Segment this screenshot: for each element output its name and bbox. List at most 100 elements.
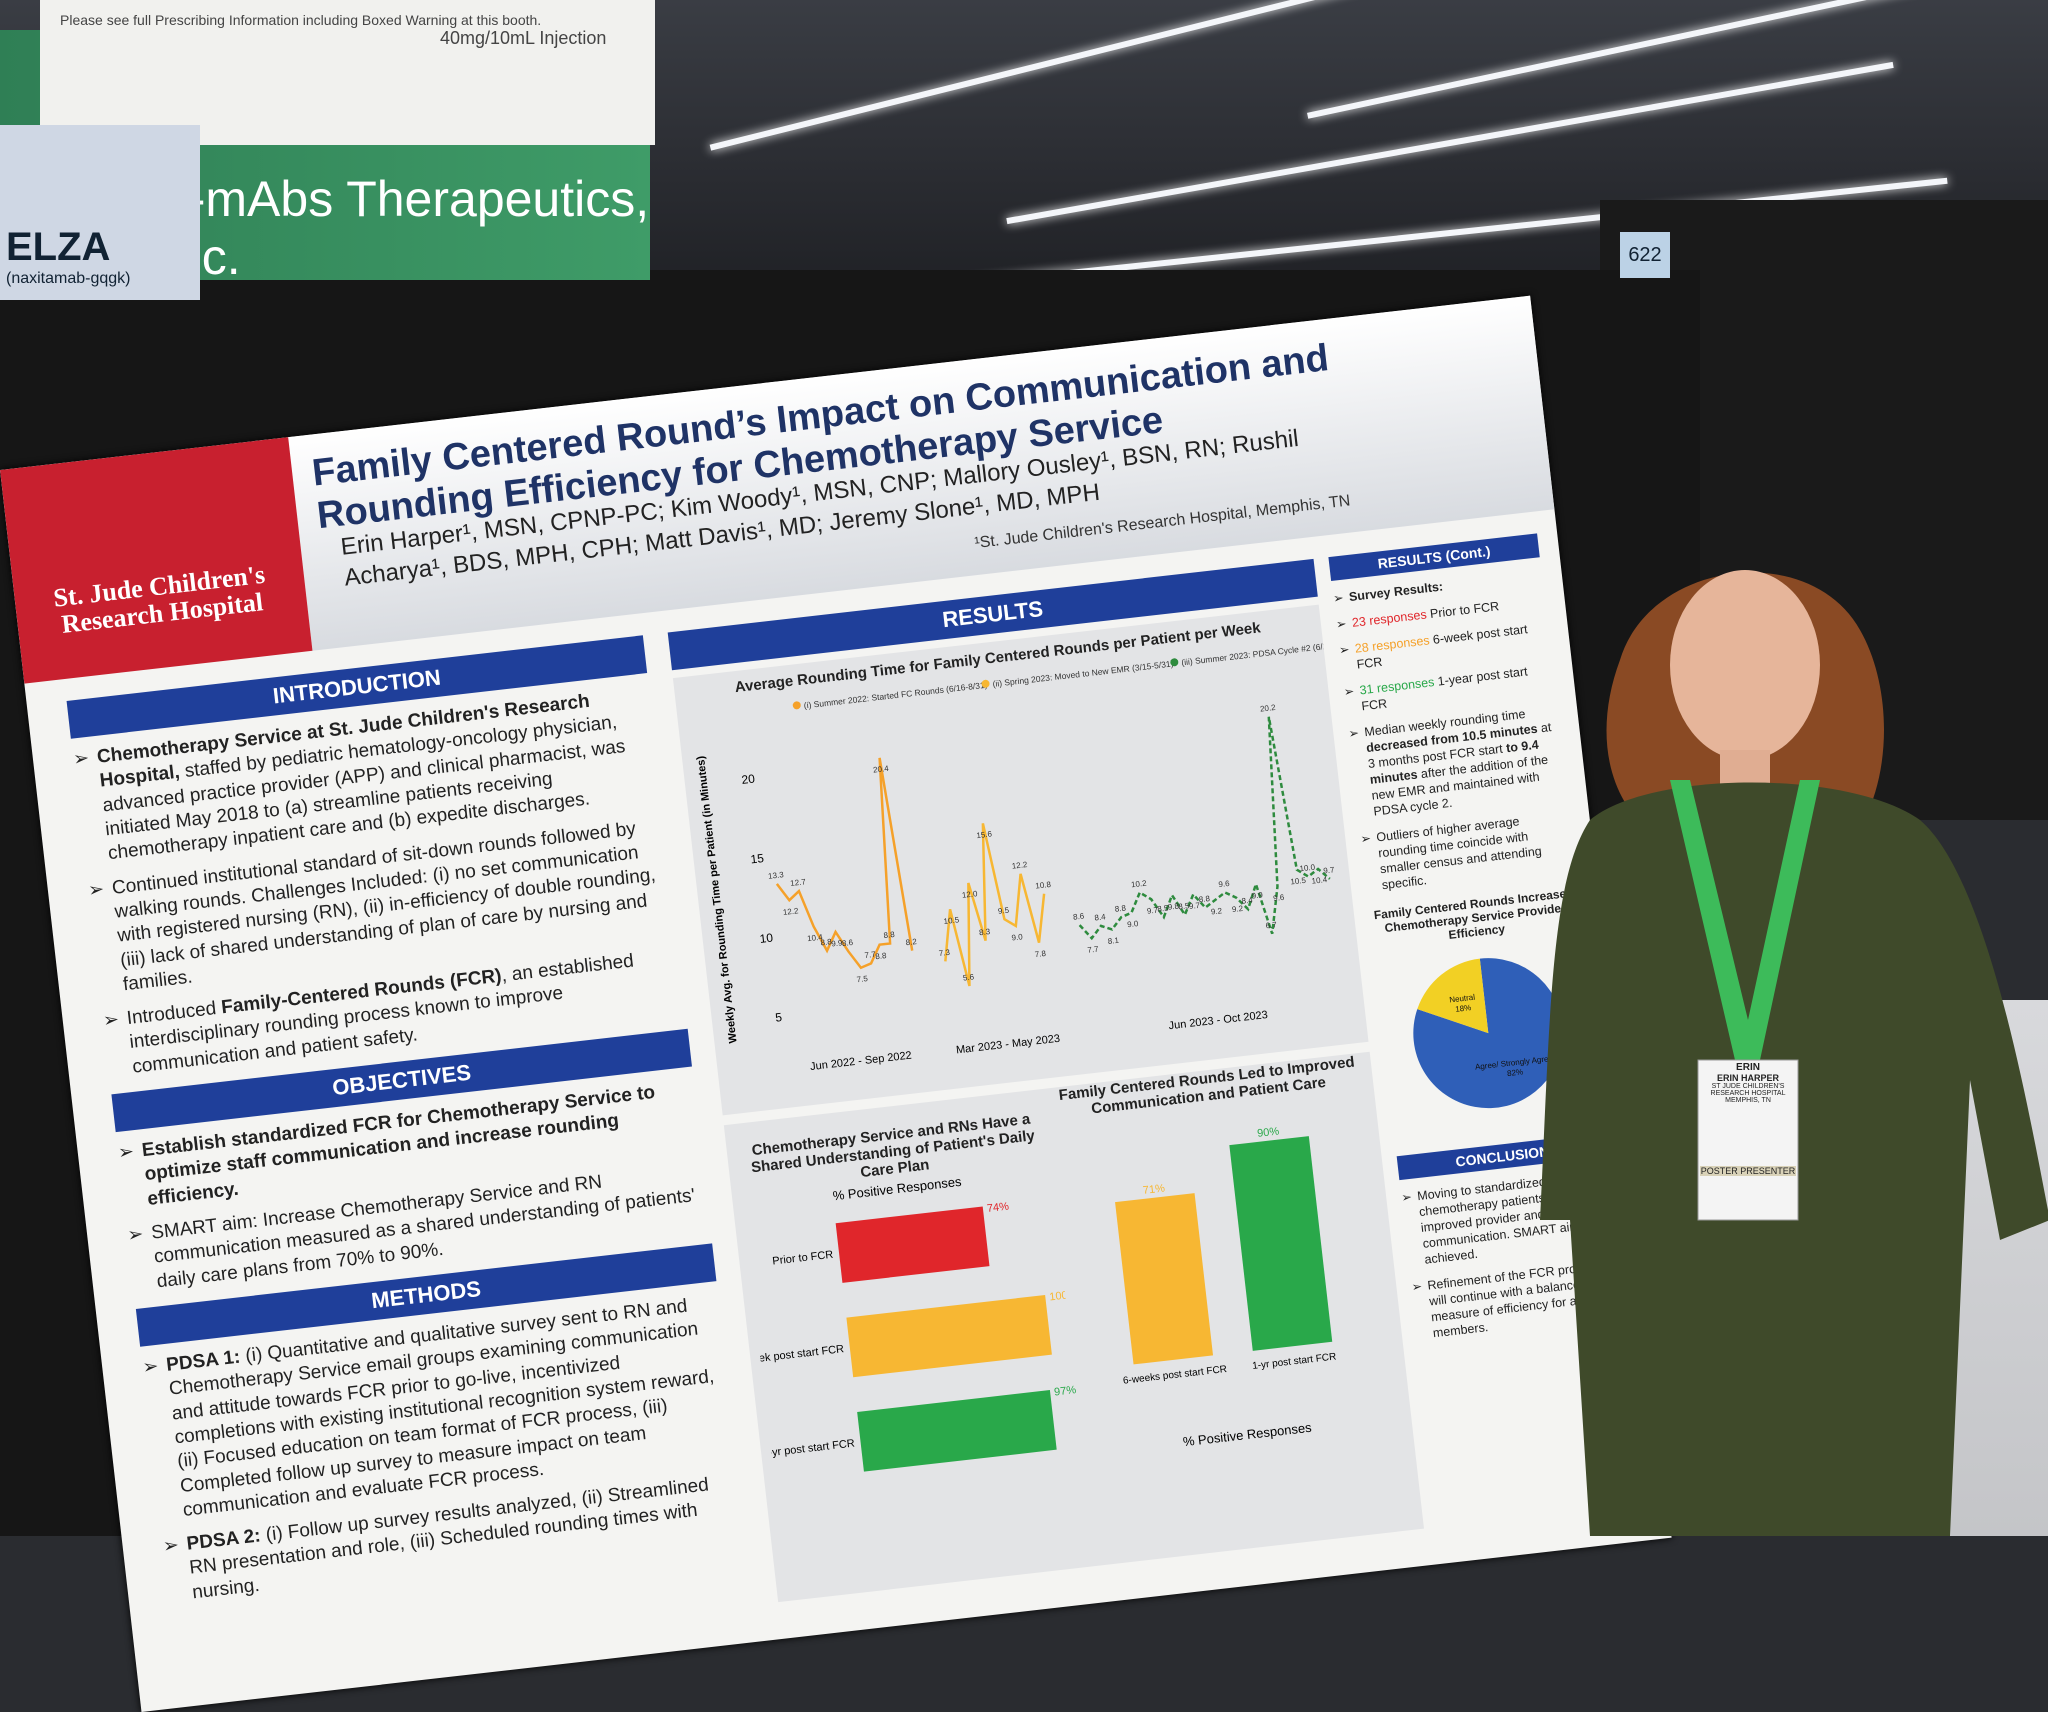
value-label: 8.2 [905, 937, 918, 947]
y-tick-label: 5 [775, 1010, 784, 1025]
ceiling-light [709, 0, 1391, 151]
value-label: 12.2 [1011, 860, 1028, 871]
value-label: 9.9 [1251, 890, 1264, 900]
pie-slice [1413, 958, 1564, 1109]
line-chart-panel: Average Rounding Time for Family Centere… [672, 604, 1369, 1116]
value-label: 8.4 [1241, 896, 1254, 906]
bold-text: Survey Results: [1348, 579, 1444, 605]
bar-chart: 71% 6-weeks post start FCR 90% 1-yr post st… [1115, 1125, 1337, 1387]
drug-sign: ELZA (naxitamab-gqgk) [0, 125, 200, 300]
value-label: 71% [1142, 1182, 1165, 1196]
value-label: 10.8 [1035, 880, 1052, 891]
y-tick-label: 10 [759, 931, 774, 946]
badge-role: POSTER PRESENTER [1700, 1166, 1796, 1176]
badge-city: MEMPHIS, TN [1725, 1097, 1771, 1104]
value-label: 12.7 [790, 877, 807, 888]
value-label: 10.4 [807, 932, 824, 943]
results-column: RESULTS Average Rounding Time for Family… [666, 547, 1424, 1603]
value-label: 5.6 [962, 972, 975, 982]
bar [1115, 1193, 1214, 1365]
badge-name: ERIN HARPER [1716, 1073, 1779, 1083]
value-label: 97% [1054, 1384, 1077, 1398]
value-label: 8.8 [1198, 894, 1211, 904]
value-label: 10.0 [1299, 863, 1316, 874]
legend-swatch [1170, 658, 1179, 667]
value-label: 7.7 [864, 950, 877, 960]
slice-value: 82% [1507, 1067, 1524, 1078]
category-label: 6-week post start FCR [744, 1343, 845, 1367]
text: 28 responses [1354, 633, 1431, 656]
value-label: 20.4 [873, 764, 890, 775]
value-label: 9.7 [1188, 901, 1201, 911]
period-label: Jun 2023 - Oct 2023 [1168, 1009, 1268, 1032]
badge [1697, 1059, 1799, 1221]
value-label: 8.3 [979, 927, 992, 937]
period-label: Jun 2022 - Sep 2022 [810, 1050, 913, 1073]
bar [1229, 1136, 1333, 1351]
booth-number: 622 [1620, 232, 1670, 278]
photo: Y-mAbs Therapeutics, Inc. Please see ful… [0, 0, 2048, 1536]
logo: St. Jude Children's Research Hospital [0, 437, 313, 684]
value-label: 8.6 [841, 938, 854, 948]
value-label: 10.4 [1311, 875, 1328, 886]
presenter [1540, 570, 2048, 1536]
badge-org: ST JUDE CHILDREN'S RESEARCH HOSPITAL [1710, 1083, 1786, 1097]
badge-first: ERIN [1736, 1062, 1760, 1073]
line [1078, 716, 1331, 941]
badge-text: ERIN ERIN HARPER ST JUDE CHILDREN'S RESE… [1700, 1062, 1796, 1176]
value-label: 8.4 [1094, 912, 1107, 922]
value-label: 9.2 [1210, 906, 1223, 916]
value-label: 10.5 [943, 915, 960, 926]
value-label: 10.5 [1290, 876, 1307, 887]
value-label: 7.7 [1087, 944, 1100, 954]
methods-list: PDSA 1: (i) Quantitative and qualitative… [141, 1291, 746, 1608]
value-label: 9.9 [831, 938, 844, 948]
value-label: 7.8 [1034, 949, 1047, 959]
value-label: 15.6 [976, 829, 993, 840]
category-label: 1-yr post start FCR [762, 1438, 856, 1460]
category-label: Prior to FCR [772, 1249, 834, 1268]
value-label: 8.5 [1178, 901, 1191, 911]
value-label: 20.2 [1260, 703, 1277, 714]
line [944, 823, 1046, 987]
period-label: Mar 2023 - May 2023 [955, 1033, 1060, 1057]
right-column: RESULTS (Cont.) Survey Results:23 respon… [1327, 521, 1628, 1353]
y-axis-label: Weekly Avg. for Rounding Time per Patien… [695, 755, 740, 1044]
value-label: 7.3 [938, 948, 951, 958]
line [775, 757, 914, 970]
legend-swatch [792, 701, 801, 710]
text: 31 responses [1358, 675, 1436, 698]
ceiling-light [1307, 0, 1993, 119]
value-label: 8.6 [1073, 912, 1086, 922]
legend-label: (ii) Spring 2023: Moved to New EMR (3/15… [992, 658, 1174, 689]
warning-sign: Please see full Prescribing Information … [40, 0, 655, 145]
legend-label: (iii) Summer 2023: PDSA Cycle #2 (6/1-10… [1181, 638, 1355, 668]
y-tick-label: 15 [750, 851, 765, 866]
value-label: 12.2 [782, 906, 799, 917]
value-label: 8.8 [883, 930, 896, 940]
warning-text: Please see full Prescribing Information … [60, 12, 542, 28]
value-label: 9.7 [1146, 906, 1159, 916]
category-label: 6-weeks post start FCR [1123, 1364, 1228, 1387]
company-name: Y-mAbs Therapeutics, Inc. [160, 171, 650, 285]
value-label: 7.5 [856, 974, 869, 984]
poster: St. Jude Children's Research Hospital Fa… [0, 295, 1672, 1712]
bar [835, 1206, 990, 1283]
value-label: 90% [1257, 1125, 1280, 1139]
face [1670, 570, 1820, 760]
slice-value: 18% [1455, 1003, 1472, 1014]
left-column: INTRODUCTION Chemotherapy Service at St.… [65, 623, 747, 1618]
text: Outliers of higher average rounding time… [1375, 814, 1543, 893]
value-label: 8.8 [820, 937, 833, 947]
value-label: 74% [986, 1201, 1009, 1215]
value-label: 6.7 [1265, 920, 1278, 930]
pie-slice [1417, 958, 1489, 1034]
bar-chart-2: Family Centered Rounds Led to Improved C… [1052, 1053, 1402, 1460]
legend-label: (i) Summer 2022: Started FC Rounds (6/16… [803, 680, 988, 711]
bar [857, 1390, 1057, 1472]
drug-name: ELZA [6, 225, 111, 269]
slice-label: Neutral [1449, 993, 1476, 1005]
value-label: 9.6 [1218, 879, 1231, 889]
